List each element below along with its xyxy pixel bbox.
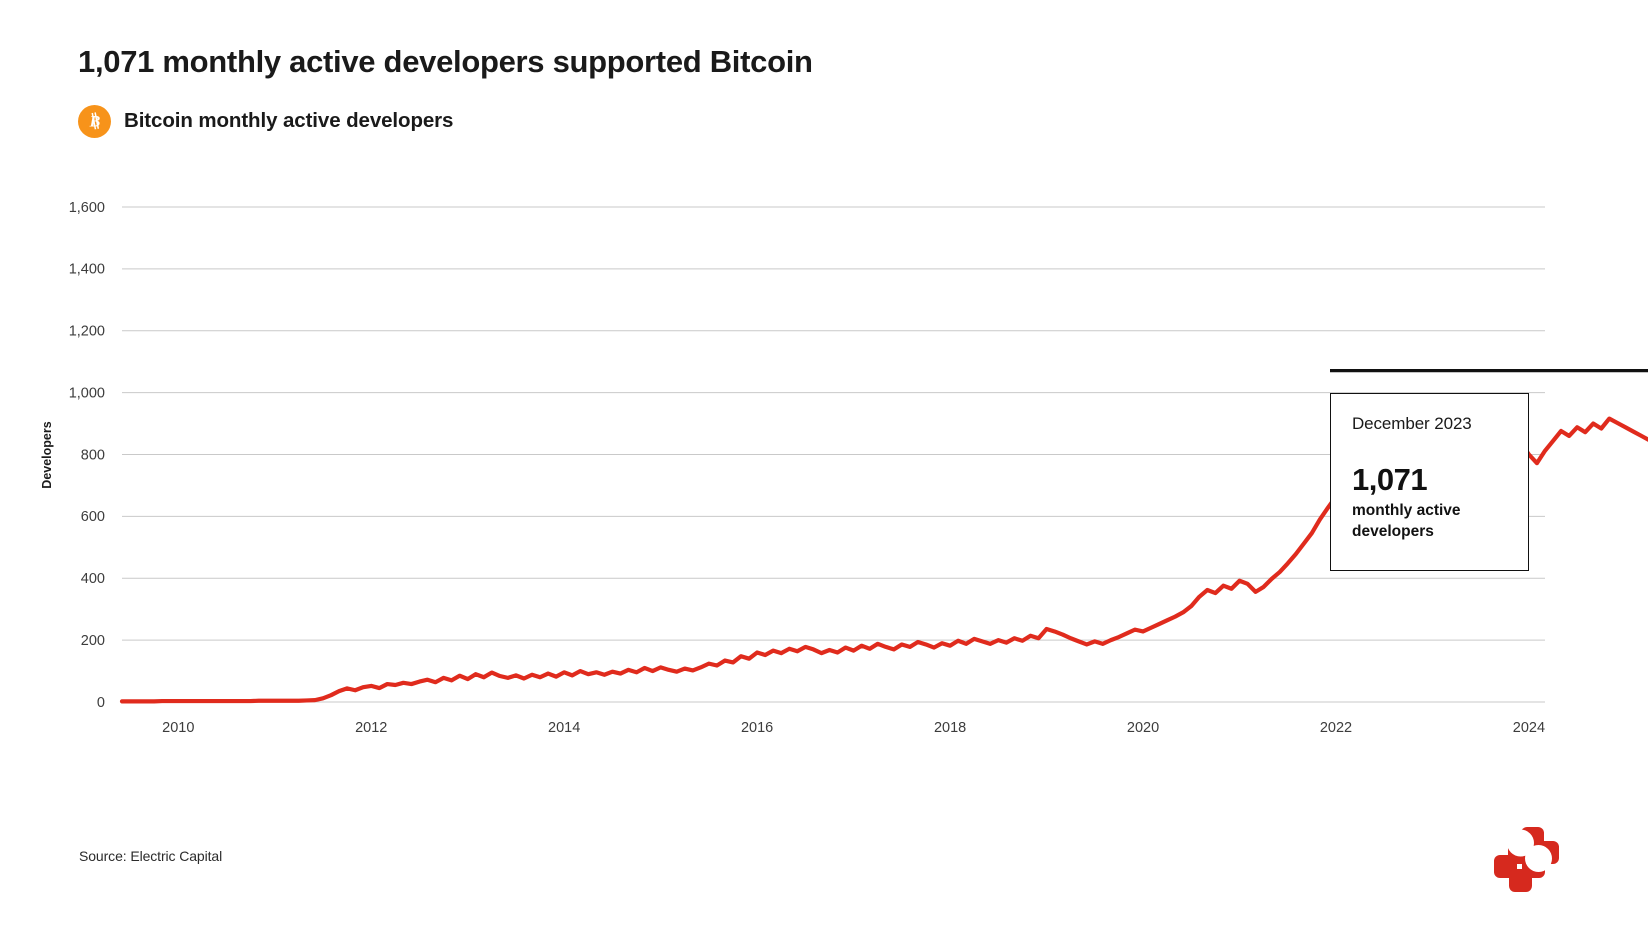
y-axis-tick-label: 600 bbox=[81, 509, 105, 525]
x-axis-tick-label: 2014 bbox=[548, 720, 580, 736]
gridlines bbox=[122, 206, 1545, 703]
electric-capital-logo bbox=[1492, 826, 1572, 894]
y-axis-tick-label: 1,200 bbox=[69, 324, 105, 340]
y-axis-tick-label: 400 bbox=[81, 571, 105, 587]
developer-activity-line bbox=[119, 416, 1648, 704]
legend: B Bitcoin monthly active developers bbox=[78, 104, 1558, 138]
x-axis-tick-label: 2010 bbox=[162, 720, 194, 736]
y-axis-tick-labels: 0 200 400 600 800 1,000 1,200 1,400 1,600 bbox=[69, 200, 105, 711]
y-axis-tick-label: 1,600 bbox=[69, 200, 105, 216]
annotation-value: 1,071 bbox=[1352, 461, 1428, 497]
x-axis-tick-labels: 2010 2012 2014 2016 2018 2020 2022 2024 bbox=[162, 720, 1545, 736]
y-axis-title: Developers bbox=[40, 421, 54, 488]
x-axis-tick-label: 2016 bbox=[741, 720, 773, 736]
page-title: 1,071 monthly active developers supporte… bbox=[78, 44, 813, 79]
annotation-callout: December 2023 1,071 monthly active devel… bbox=[1330, 392, 1529, 571]
source-attribution: Source: Electric Capital bbox=[79, 848, 223, 864]
x-axis-tick-label: 2012 bbox=[355, 720, 387, 736]
y-axis-tick-label: 200 bbox=[81, 633, 105, 649]
y-axis-tick-label: 0 bbox=[97, 695, 105, 711]
legend-label: Bitcoin monthly active developers bbox=[124, 109, 454, 133]
x-axis-tick-label: 2022 bbox=[1320, 720, 1352, 736]
x-axis-tick-label: 2018 bbox=[934, 720, 966, 736]
annotation-caption: monthly active developers bbox=[1352, 501, 1461, 540]
y-axis-tick-label: 1,400 bbox=[69, 262, 105, 278]
x-axis-tick-label: 2024 bbox=[1513, 720, 1545, 736]
y-axis-tick-label: 1,000 bbox=[69, 385, 105, 401]
y-axis-tick-label: 800 bbox=[81, 447, 105, 463]
annotation-date: December 2023 bbox=[1352, 413, 1472, 433]
bitcoin-icon: B bbox=[78, 104, 111, 138]
chart-header: 1,071 monthly active developers supporte… bbox=[78, 44, 1558, 138]
x-axis-tick-label: 2020 bbox=[1127, 720, 1159, 736]
